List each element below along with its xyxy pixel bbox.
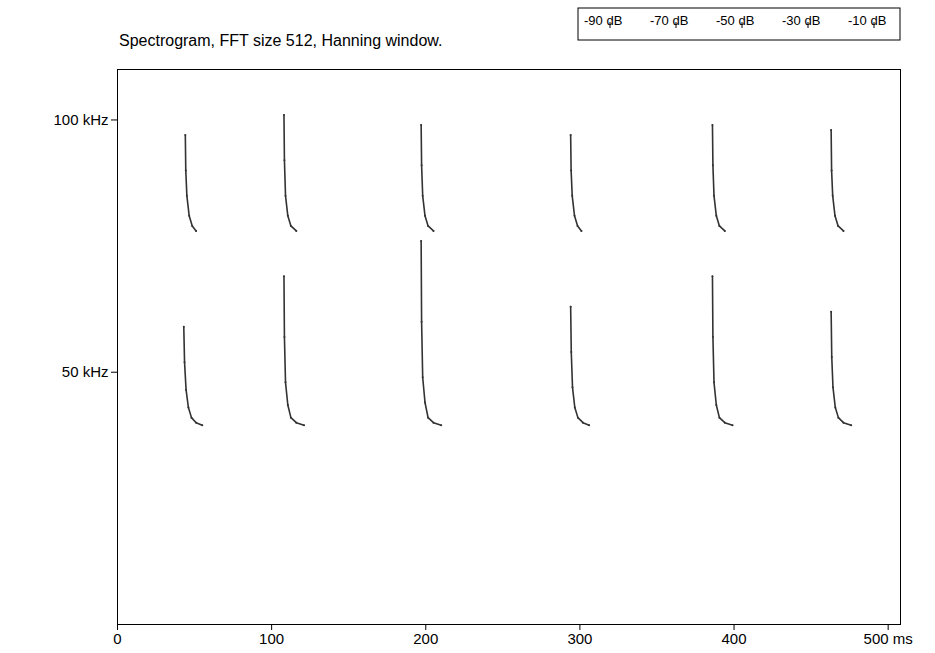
svg-text:Spectrogram, FFT size 512, Han: Spectrogram, FFT size 512, Hanning windo… <box>119 32 442 49</box>
svg-text:-10 dB: -10 dB <box>848 13 886 28</box>
svg-text:-90 dB: -90 dB <box>584 13 622 28</box>
svg-text:50 kHz: 50 kHz <box>62 363 109 380</box>
svg-text:200: 200 <box>413 630 438 647</box>
svg-text:-70 dB: -70 dB <box>650 13 688 28</box>
svg-text:-50 dB: -50 dB <box>716 13 754 28</box>
svg-text:300: 300 <box>567 630 592 647</box>
svg-text:0: 0 <box>113 630 121 647</box>
svg-text:100 kHz: 100 kHz <box>53 111 108 128</box>
svg-text:100: 100 <box>259 630 284 647</box>
svg-text:-30 dB: -30 dB <box>782 13 820 28</box>
svg-text:500 ms: 500 ms <box>864 630 913 647</box>
svg-text:400: 400 <box>722 630 747 647</box>
